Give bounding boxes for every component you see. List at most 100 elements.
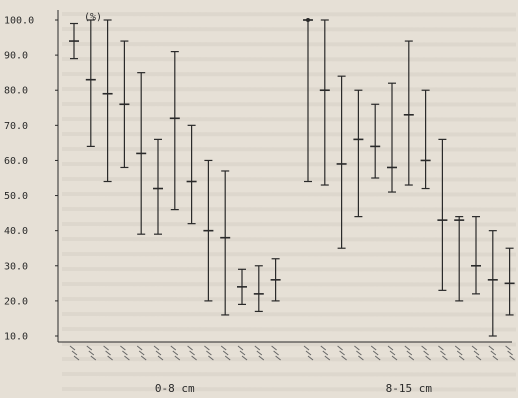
texture-line [61,282,517,287]
category-label-mark [237,345,244,351]
texture-line [61,237,517,242]
y-ticks: 100.0 90.0 80.0 70.0 60.0 50.0 40.0 30.0 20.0 10.… [4,16,58,343]
texture-line [61,267,517,272]
category-label-mark [204,345,210,351]
y-tick-label: 50.0 [4,191,28,202]
category-label-mark [307,355,314,361]
texture-line [61,12,517,17]
category-label-mark [206,350,212,356]
category-label-mark [153,345,160,351]
category-label-mark [189,350,195,356]
category-labels [69,345,515,361]
category-label-mark [488,345,495,351]
category-label-mark [322,350,329,356]
category-label-mark [458,355,465,361]
top-marker [306,18,310,22]
texture-line [61,222,517,227]
category-label-mark [423,350,429,356]
category-label-mark [107,355,113,361]
texture-line [61,147,517,152]
category-label-mark [440,350,446,356]
category-label-mark [71,350,78,356]
category-label-mark [425,355,431,361]
category-label-mark [389,350,396,356]
category-label-mark [406,350,413,356]
category-label-mark [358,355,364,361]
category-label-mark [509,355,515,361]
category-label-mark [222,350,229,356]
category-label-mark [456,350,463,356]
y-tick-label: 20.0 [4,296,28,307]
texture-line [61,87,517,92]
group-labels: 0-8 cm 8-15 cm [155,382,432,395]
category-label-mark [303,345,310,351]
category-label-mark [275,355,281,361]
category-label-mark [103,345,109,351]
category-label-mark [258,355,265,361]
texture-line [61,102,517,107]
category-label-mark [220,345,227,351]
category-label-mark [475,355,482,361]
texture-line [61,27,517,32]
category-label-mark [492,355,499,361]
category-label-mark [339,350,345,356]
category-label-mark [73,355,80,361]
category-label-mark [408,355,415,361]
category-label-mark [507,350,513,356]
texture-line [61,372,517,377]
category-label-mark [88,350,95,356]
category-label-mark [138,350,145,356]
category-label-mark [374,355,381,361]
category-label-mark [105,350,111,356]
category-label-mark [505,345,511,351]
category-label-mark [454,345,461,351]
category-label-mark [324,355,331,361]
category-label-mark [136,345,143,351]
texture-line [61,117,517,122]
error-bars [69,18,515,337]
category-label-mark [442,355,448,361]
category-label-mark [191,355,197,361]
texture-line [61,192,517,197]
category-label-mark [320,345,327,351]
axis-layer: (%) [57,10,512,343]
category-label-mark [372,350,379,356]
texture-line [61,357,517,362]
y-tick-label: 60.0 [4,156,28,167]
category-label-mark [239,350,246,356]
category-label-mark [187,345,193,351]
category-label-mark [256,350,263,356]
category-label-mark [172,350,179,356]
category-label-mark [404,345,411,351]
category-label-mark [337,345,343,351]
category-label-mark [69,345,76,351]
category-label-mark [254,345,261,351]
texture-line [61,57,517,62]
category-label-mark [155,350,162,356]
y-tick-label: 90.0 [4,51,28,62]
category-label-mark [356,350,362,356]
y-tick-label: 70.0 [4,121,28,132]
category-label-mark [473,350,480,356]
texture-line [61,327,517,332]
texture-line [61,132,517,137]
texture-line [61,177,517,182]
category-label-mark [490,350,497,356]
texture-line [61,342,517,347]
category-label-mark [341,355,347,361]
texture-line [61,207,517,212]
category-label-mark [122,350,128,356]
category-label-mark [391,355,398,361]
y-unit-label: (%) [84,12,102,23]
category-label-mark [271,345,277,351]
texture-line [61,252,517,257]
category-label-mark [174,355,181,361]
category-label-mark [90,355,97,361]
category-label-mark [170,345,177,351]
group-label: 8-15 cm [386,382,433,395]
texture-line [61,72,517,77]
y-tick-label: 40.0 [4,226,28,237]
category-label-mark [157,355,164,361]
texture-line [61,312,517,317]
